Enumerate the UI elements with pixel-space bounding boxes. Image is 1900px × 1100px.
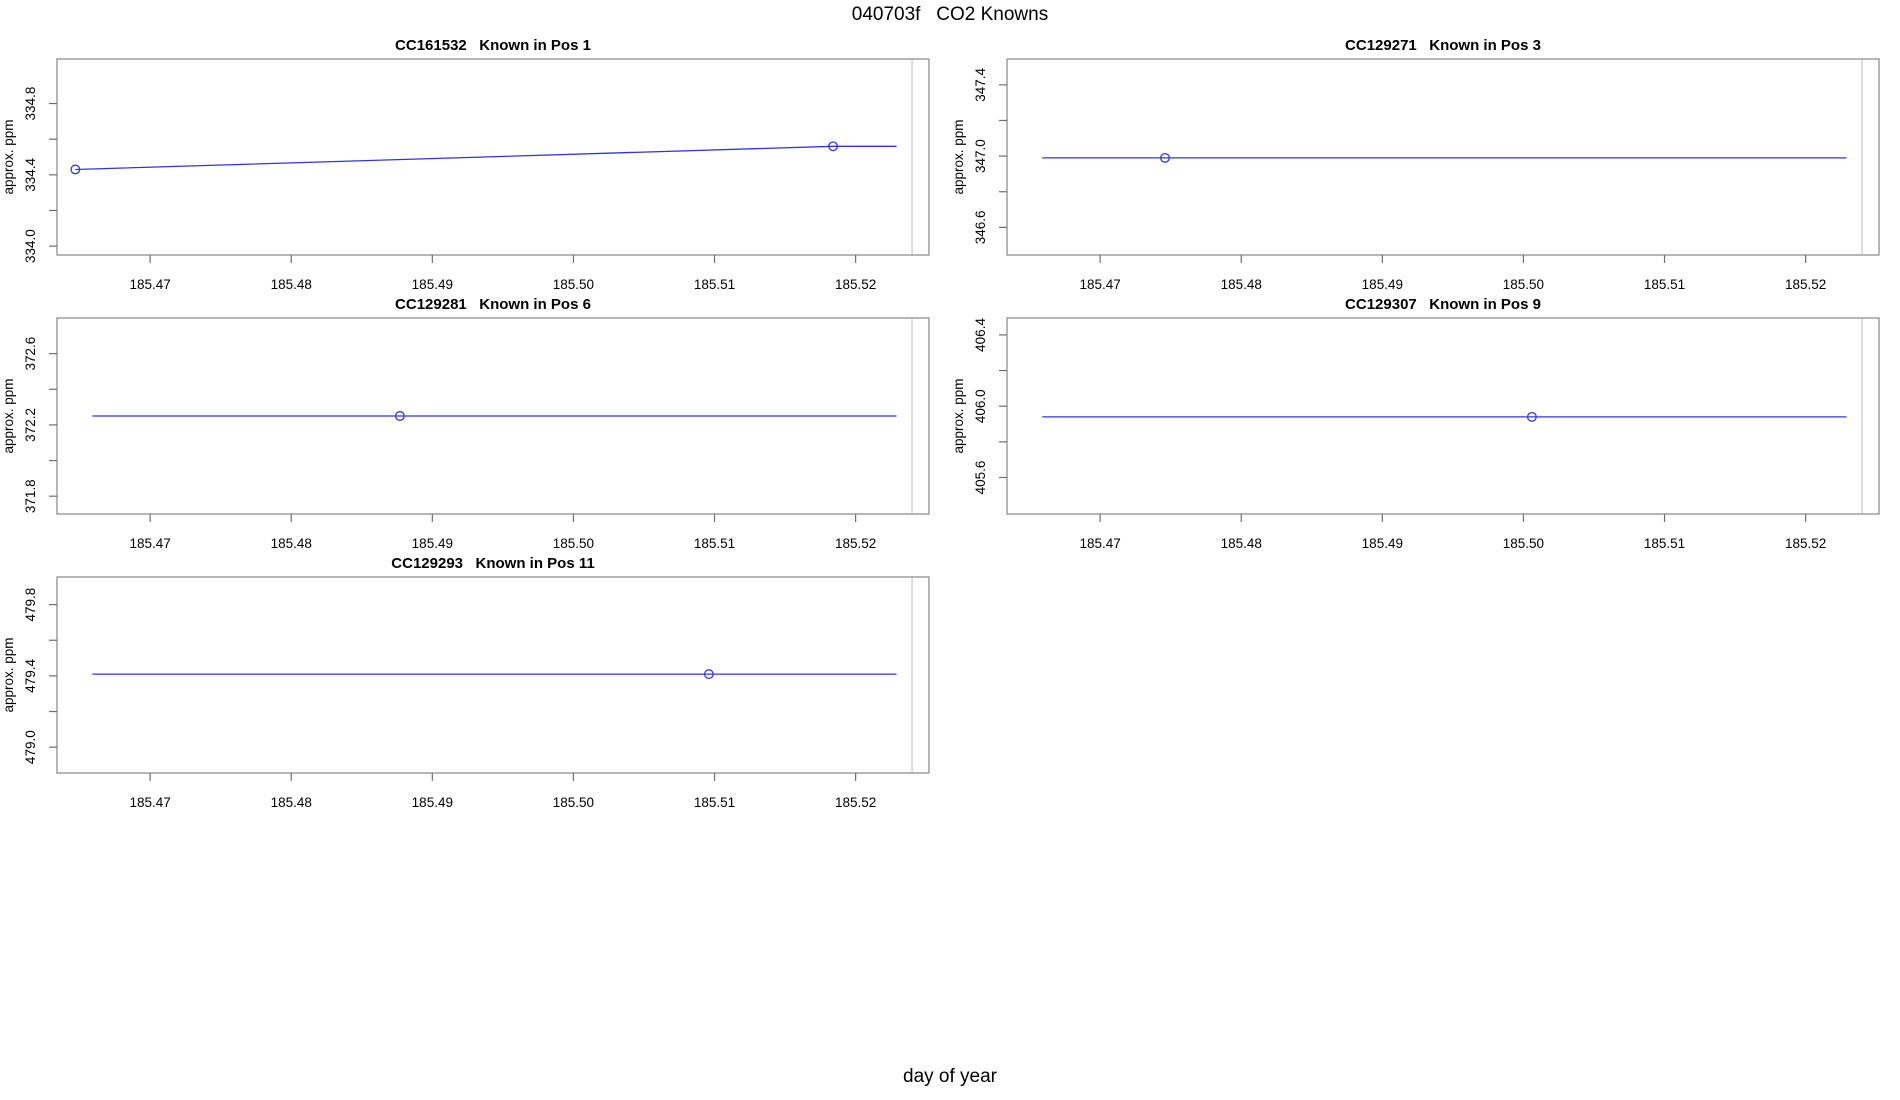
x-tick-label: 185.51 — [1644, 277, 1685, 292]
data-point-marker — [1526, 411, 1537, 422]
x-tick-label: 185.48 — [271, 277, 312, 292]
y-tick-label: 406.0 — [973, 389, 988, 423]
x-tick-label: 185.48 — [1221, 536, 1262, 551]
data-point-marker — [703, 669, 714, 680]
y-tick-label: 334.0 — [23, 229, 38, 263]
subplot-known-pos-3: 185.47 185.48 185.49 185.50 185.51 185.52 346.… — [950, 31, 1895, 296]
y-axis-label: approx. ppm — [951, 119, 966, 194]
data-point-marker — [828, 141, 839, 152]
x-tick-label: 185.50 — [553, 795, 594, 810]
plot-box — [1006, 58, 1880, 256]
x-tick-label: 185.48 — [271, 795, 312, 810]
x-tick-label: 185.50 — [1503, 277, 1544, 292]
x-tick-label: 185.52 — [1785, 277, 1826, 292]
y-tick-label: 406.4 — [973, 318, 988, 352]
y-tick-label: 372.2 — [23, 408, 38, 442]
data-line — [75, 145, 897, 171]
plot-box — [1006, 317, 1880, 515]
subplot-canvas: 185.47 185.48 185.49 185.50 185.51 185.52 479.… — [1, 555, 930, 810]
data-point-marker — [1160, 152, 1170, 163]
x-tick-label: 185.48 — [1221, 277, 1262, 292]
y-tick-label: 347.4 — [973, 67, 988, 101]
x-tick-label: 185.50 — [553, 277, 594, 292]
x-tick-label: 185.51 — [1644, 536, 1685, 551]
x-tick-label: 185.49 — [1362, 536, 1403, 551]
x-tick-label: 185.49 — [412, 536, 453, 551]
y-tick-label: 371.8 — [23, 479, 38, 513]
x-tick-label: 185.51 — [694, 536, 735, 551]
y-tick-label: 334.4 — [23, 157, 38, 191]
x-tick-label: 185.52 — [835, 277, 876, 292]
y-tick-label: 346.6 — [973, 210, 988, 244]
figure-title: 040703f CO2 Knowns — [851, 4, 1049, 25]
x-tick-label: 185.47 — [129, 795, 170, 810]
y-tick-label: 479.0 — [23, 730, 38, 764]
y-axis-label: approx. ppm — [1, 119, 16, 194]
y-axis-label: approx. ppm — [1, 378, 16, 453]
subplot-known-pos-1: 185.47 185.48 185.49 185.50 185.51 185.52 334.… — [0, 31, 945, 296]
data-point-marker — [394, 411, 405, 421]
x-tick-label: 185.51 — [694, 277, 735, 292]
y-tick-label: 347.0 — [973, 139, 988, 173]
x-tick-label: 185.52 — [835, 795, 876, 810]
subplot-title: CC129281 Known in Pos 6 — [395, 296, 591, 313]
x-tick-label: 185.52 — [835, 536, 876, 551]
x-tick-label: 185.47 — [129, 277, 170, 292]
figure-xlabel: day of year — [903, 1066, 997, 1087]
x-tick-label: 185.49 — [1362, 277, 1403, 292]
x-tick-label: 185.47 — [1079, 277, 1120, 292]
subplot-title: CC129307 Known in Pos 9 — [1345, 296, 1541, 313]
subplot-canvas: 185.47 185.48 185.49 185.50 185.51 185.52 334.… — [1, 37, 930, 292]
y-tick-label: 334.8 — [23, 87, 38, 121]
x-tick-label: 185.49 — [412, 795, 453, 810]
subplot-known-pos-11: 185.47 185.48 185.49 185.50 185.51 185.52 479.… — [0, 549, 945, 814]
subplot-canvas: 185.47 185.48 185.49 185.50 185.51 185.52 405.… — [951, 296, 1880, 551]
x-tick-label: 185.50 — [553, 536, 594, 551]
plot-box — [56, 317, 930, 515]
y-tick-label: 479.4 — [23, 659, 38, 693]
x-tick-label: 185.48 — [271, 536, 312, 551]
subplot-title: CC129271 Known in Pos 3 — [1345, 37, 1541, 54]
subplot-title: CC161532 Known in Pos 1 — [395, 37, 591, 54]
x-tick-label: 185.49 — [412, 277, 453, 292]
subplot-canvas: 185.47 185.48 185.49 185.50 185.51 185.52 346.… — [951, 37, 1880, 292]
x-tick-label: 185.47 — [129, 536, 170, 551]
x-tick-label: 185.50 — [1503, 536, 1544, 551]
subplot-known-pos-6: 185.47 185.48 185.49 185.50 185.51 185.52 371.… — [0, 290, 945, 555]
plot-box — [56, 58, 930, 256]
x-tick-label: 185.52 — [1785, 536, 1826, 551]
y-tick-label: 405.6 — [973, 461, 988, 495]
subplot-canvas: 185.47 185.48 185.49 185.50 185.51 185.52 371.… — [1, 296, 930, 551]
x-tick-label: 185.51 — [694, 795, 735, 810]
y-tick-label: 372.6 — [23, 337, 38, 371]
subplot-title: CC129293 Known in Pos 11 — [391, 555, 594, 572]
data-point-marker — [70, 164, 81, 175]
y-axis-label: approx. ppm — [1, 637, 16, 712]
plot-box — [56, 576, 930, 774]
y-axis-label: approx. ppm — [951, 378, 966, 453]
subplot-known-pos-9: 185.47 185.48 185.49 185.50 185.51 185.52 405.… — [950, 290, 1895, 555]
y-tick-label: 479.8 — [23, 588, 38, 622]
x-tick-label: 185.47 — [1079, 536, 1120, 551]
